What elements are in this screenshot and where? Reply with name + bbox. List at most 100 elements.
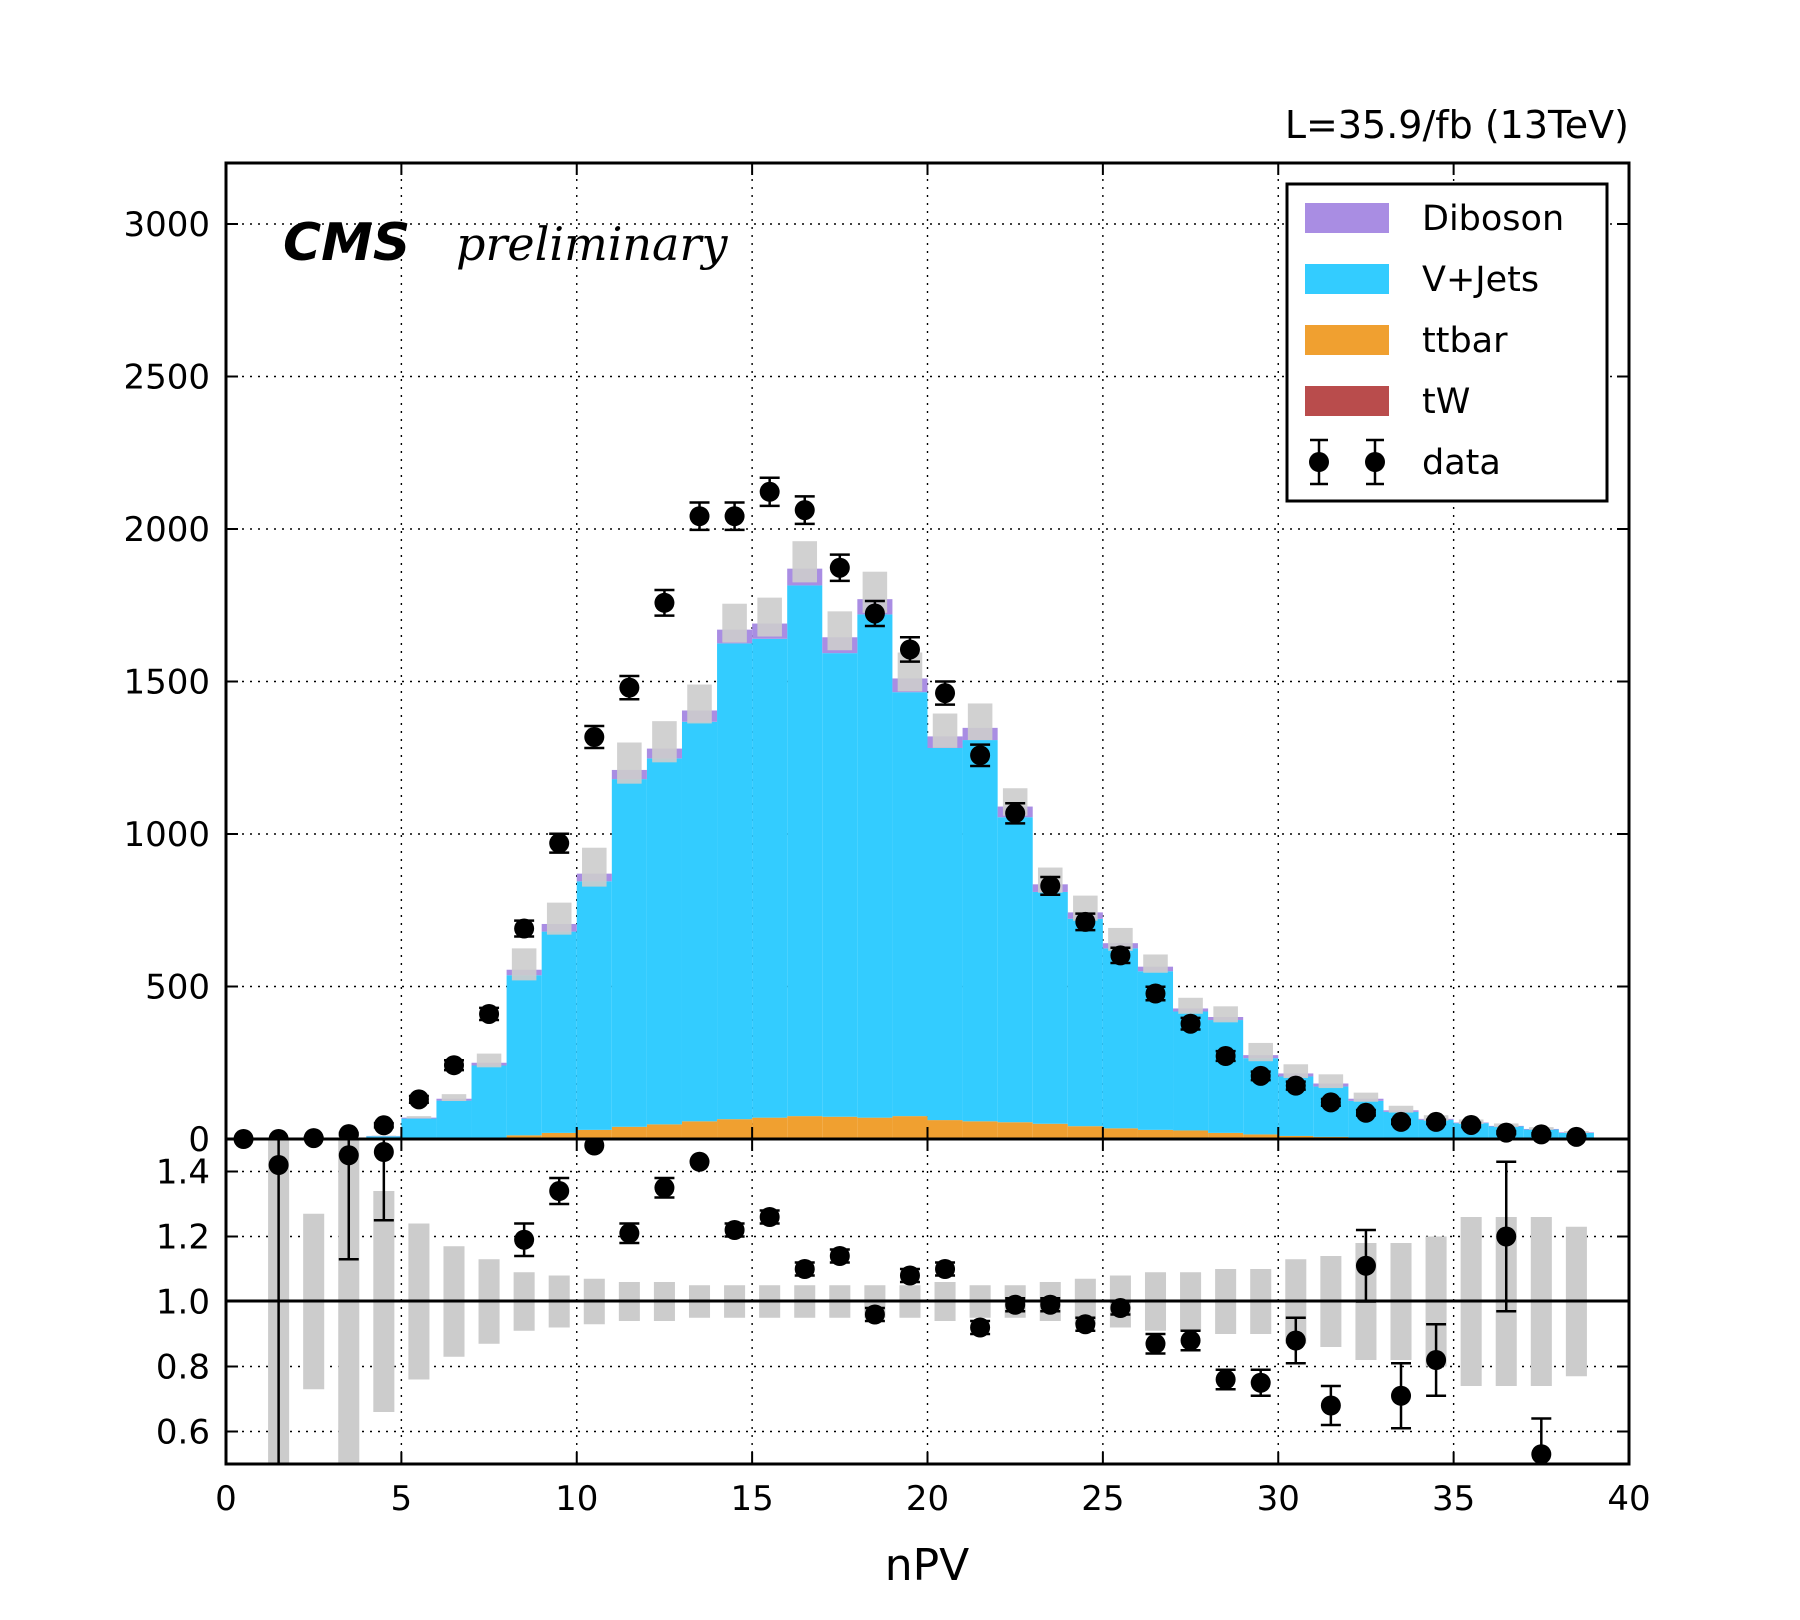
mc-uncertainty-box — [1248, 1042, 1273, 1062]
data-point — [1531, 1124, 1552, 1145]
bar-ttbar — [541, 1132, 577, 1139]
ratio-marker — [1250, 1372, 1271, 1393]
mc-uncertainty-box — [1388, 1105, 1414, 1113]
ratio-y-tick-label: 1.0 — [156, 1283, 210, 1323]
ratio-marker — [1145, 1333, 1166, 1354]
ratio-marker — [514, 1229, 535, 1250]
mc-uncertainty-box — [1283, 1064, 1309, 1078]
x-tick-label: 10 — [555, 1479, 598, 1519]
ratio-point — [1355, 1228, 1376, 1303]
x-tick-label: 30 — [1257, 1479, 1300, 1519]
data-marker — [549, 833, 570, 854]
ratio-marker — [724, 1220, 745, 1240]
bar-v-jets — [541, 931, 577, 1133]
ratio-marker — [1215, 1369, 1236, 1390]
ratio-point — [864, 1304, 885, 1325]
mc-uncertainty-box — [1213, 1006, 1238, 1023]
y-tick-label: 3000 — [123, 205, 210, 245]
data-points — [233, 476, 1587, 1149]
data-marker — [373, 1115, 394, 1136]
bar-ttbar — [576, 1129, 612, 1139]
ratio-marker — [619, 1223, 640, 1244]
legend-label: V+Jets — [1422, 260, 1539, 300]
x-axis-label: nPV — [885, 1540, 970, 1591]
data-point — [549, 832, 570, 854]
data-point — [1110, 945, 1131, 966]
ratio-marker — [338, 1145, 359, 1166]
ratio-point — [1391, 1362, 1412, 1430]
y-axis-ticks: 0 500 1000 1500 2000 2500 3000 — [123, 205, 1629, 1160]
bar-v-jets — [892, 692, 928, 1117]
x-tick-label: 15 — [730, 1479, 773, 1519]
mc-uncertainty-box — [511, 948, 537, 981]
x-tick-label: 25 — [1081, 1479, 1124, 1519]
lumi-label: L=35.9/fb (13TeV) — [1285, 103, 1629, 147]
ratio-marker — [1110, 1298, 1131, 1318]
data-marker — [654, 592, 675, 613]
x-tick-label: 20 — [906, 1479, 949, 1519]
mc-uncertainty-box — [546, 902, 572, 935]
ratio-marker — [373, 1142, 394, 1162]
ratio-marker — [1391, 1385, 1412, 1406]
ratio-point — [584, 1139, 605, 1156]
ratio-point — [654, 1176, 675, 1199]
ratio-point — [1285, 1316, 1306, 1365]
data-marker — [970, 745, 991, 766]
legend-entry-tw: tW — [1305, 382, 1470, 422]
mc-uncertainty-box — [722, 603, 747, 643]
data-point — [1075, 911, 1096, 932]
mc-uncertainty-box — [792, 541, 818, 583]
data-marker — [899, 639, 920, 660]
ratio-point — [759, 1207, 780, 1227]
ratio-y-tick-label: 0.6 — [156, 1413, 210, 1453]
data-marker — [1426, 1111, 1447, 1132]
data-marker — [584, 727, 605, 748]
data-marker — [1320, 1092, 1341, 1113]
y-tick-label: 1500 — [123, 663, 210, 703]
ratio-point — [724, 1220, 745, 1240]
ratio-marker — [970, 1317, 991, 1338]
mc-uncertainty-box — [1143, 954, 1168, 973]
cms-preliminary-label: preliminary — [456, 217, 728, 271]
data-point — [1005, 801, 1026, 825]
data-marker — [1180, 1013, 1201, 1034]
ratio-marker — [1320, 1395, 1341, 1416]
mc-uncertainty-box — [652, 721, 677, 763]
bar-v-jets — [822, 653, 858, 1117]
legend-marker — [1365, 452, 1385, 472]
ratio-plot-panel: 0.6 0.8 1.0 1.2 1.4 — [156, 1137, 1631, 1466]
ratio-point — [619, 1222, 640, 1245]
y-tick-label: 0 — [188, 1120, 210, 1160]
legend-entry-data: data — [1309, 438, 1501, 486]
ratio-marker — [268, 1155, 289, 1175]
bar-ttbar — [822, 1116, 858, 1139]
data-marker — [1391, 1111, 1412, 1132]
data-marker — [1531, 1124, 1552, 1145]
bar-v-jets — [927, 747, 963, 1121]
data-marker — [443, 1055, 464, 1076]
data-point — [864, 599, 885, 628]
ratio-point — [373, 1139, 394, 1222]
mc-uncertainty-box — [1178, 997, 1203, 1014]
data-marker — [1215, 1046, 1236, 1067]
legend-entry-diboson: Diboson — [1305, 199, 1564, 239]
data-marker — [935, 683, 956, 704]
legend-swatch — [1305, 203, 1389, 233]
legend-marker — [1309, 452, 1329, 472]
ratio-marker — [794, 1259, 815, 1279]
bar-ttbar — [1208, 1132, 1244, 1139]
ratio-marker — [1496, 1226, 1517, 1247]
ratio-point — [935, 1259, 956, 1279]
ratio-y-axis-ticks: 0.6 0.8 1.0 1.2 1.4 — [156, 1153, 1629, 1453]
bar-v-jets — [576, 881, 612, 1130]
ratio-marker — [759, 1207, 780, 1227]
mc-uncertainty-box — [687, 684, 712, 724]
cms-label: CMS — [283, 213, 410, 273]
ratio-marker — [829, 1246, 850, 1266]
data-marker — [689, 506, 710, 527]
ratio-point — [970, 1317, 991, 1338]
y-tick-label: 1000 — [123, 815, 210, 855]
data-point — [1461, 1114, 1482, 1135]
data-point — [443, 1055, 464, 1076]
bar-v-jets — [787, 585, 823, 1117]
